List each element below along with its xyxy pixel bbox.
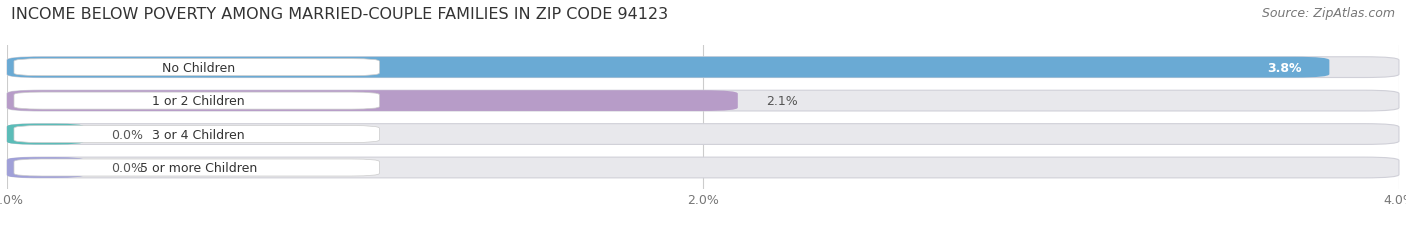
FancyBboxPatch shape <box>7 124 1399 145</box>
FancyBboxPatch shape <box>14 159 380 176</box>
FancyBboxPatch shape <box>7 91 738 112</box>
Text: 2.1%: 2.1% <box>766 95 797 108</box>
FancyBboxPatch shape <box>7 58 1330 78</box>
Text: 0.0%: 0.0% <box>111 128 143 141</box>
Text: 5 or more Children: 5 or more Children <box>139 161 257 174</box>
Text: 1 or 2 Children: 1 or 2 Children <box>152 95 245 108</box>
FancyBboxPatch shape <box>7 91 1399 112</box>
FancyBboxPatch shape <box>7 158 1399 178</box>
Text: 3.8%: 3.8% <box>1267 61 1302 74</box>
FancyBboxPatch shape <box>14 126 380 143</box>
Text: INCOME BELOW POVERTY AMONG MARRIED-COUPLE FAMILIES IN ZIP CODE 94123: INCOME BELOW POVERTY AMONG MARRIED-COUPL… <box>11 7 668 22</box>
FancyBboxPatch shape <box>14 93 380 110</box>
Text: 0.0%: 0.0% <box>111 161 143 174</box>
FancyBboxPatch shape <box>7 158 83 178</box>
Text: 3 or 4 Children: 3 or 4 Children <box>152 128 245 141</box>
FancyBboxPatch shape <box>7 58 1399 78</box>
FancyBboxPatch shape <box>7 124 83 145</box>
FancyBboxPatch shape <box>14 59 380 76</box>
Text: Source: ZipAtlas.com: Source: ZipAtlas.com <box>1261 7 1395 20</box>
Text: No Children: No Children <box>162 61 235 74</box>
